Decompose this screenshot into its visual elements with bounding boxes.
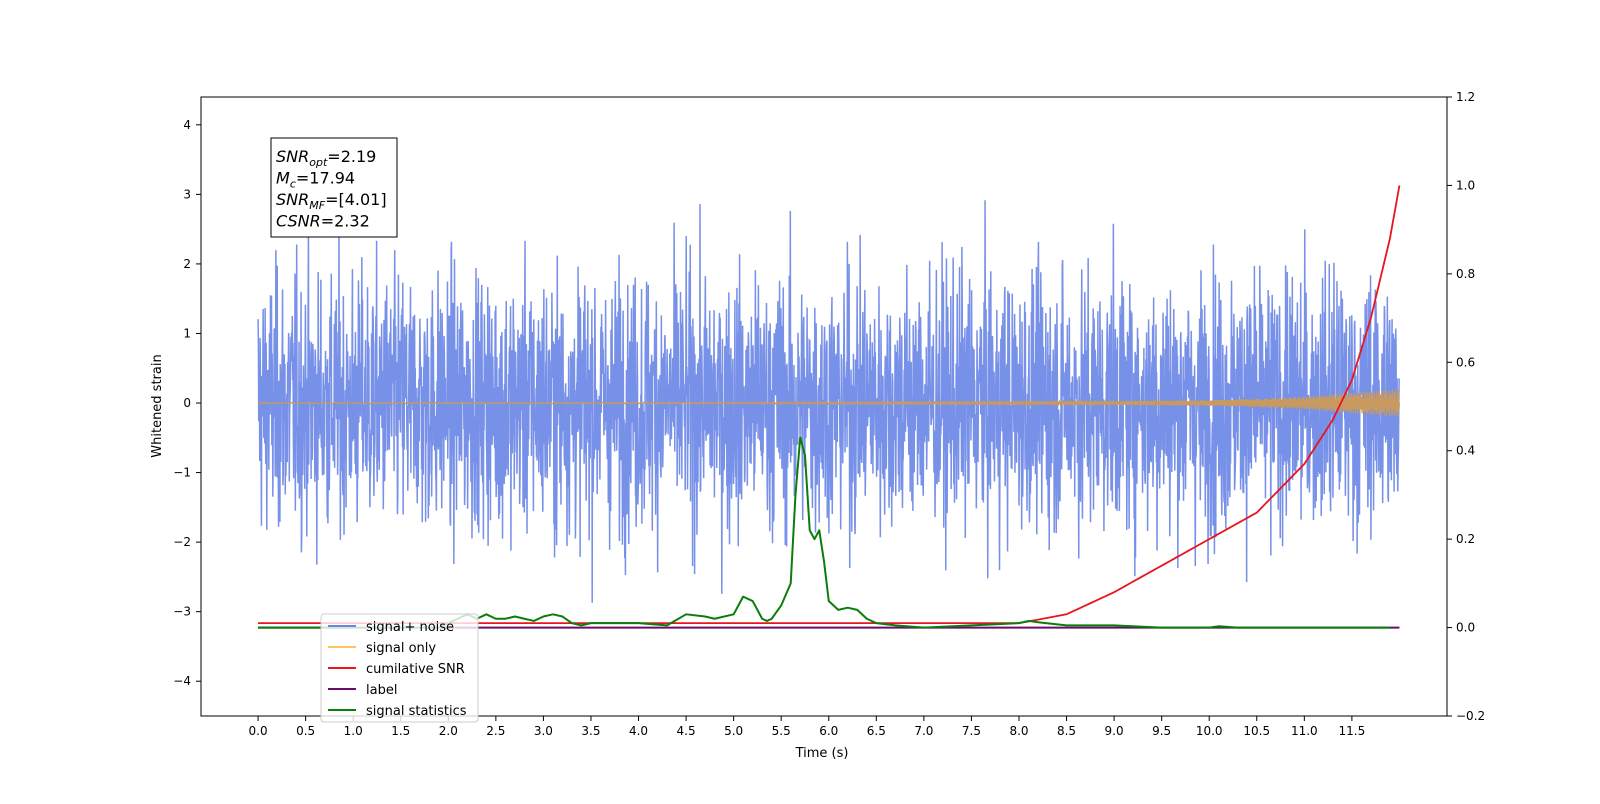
- x-tick-label: 11.0: [1291, 724, 1318, 738]
- y-tick-label: 3: [183, 187, 191, 201]
- y2-tick-label: 0.6: [1456, 355, 1475, 369]
- y-tick-label: −3: [173, 605, 191, 619]
- annotation-line: CSNR=2.32: [276, 212, 370, 231]
- x-tick-label: 10.0: [1196, 724, 1223, 738]
- series-cumulative-snr: [258, 185, 1401, 625]
- x-tick-label: 6.0: [819, 724, 838, 738]
- signal-statistics-line: [258, 436, 1390, 629]
- legend-label: signal only: [366, 641, 436, 656]
- x-axis-label: Time (s): [795, 746, 849, 761]
- x-tick-label: 2.0: [439, 724, 458, 738]
- y2-tick-label: −0.2: [1456, 709, 1485, 723]
- legend-label: signal+ noise: [366, 620, 454, 635]
- x-tick-label: 7.0: [914, 724, 933, 738]
- y2-tick-label: 1.0: [1456, 178, 1475, 192]
- x-tick-label: 9.0: [1105, 724, 1124, 738]
- y-tick-label: −1: [173, 466, 191, 480]
- x-tick-label: 4.0: [629, 724, 648, 738]
- x-tick-label: 5.5: [772, 724, 791, 738]
- x-tick-label: 2.5: [486, 724, 505, 738]
- signal-noise-line: [257, 200, 1400, 603]
- y-tick-label: 1: [183, 326, 191, 340]
- legend-label: cumilative SNR: [366, 662, 465, 677]
- x-axis: 0.0 0.5 1.0 1.5 2.0 2.5 3.0 3.5 4.0 4.5 5.0 5.5 6.0 6…: [249, 716, 1366, 738]
- y-axis-left: 4 3 2 1 0 −1 −2 −3 −4: [173, 118, 201, 688]
- y2-tick-label: 0.0: [1456, 621, 1475, 635]
- y2-tick-label: 0.2: [1456, 532, 1475, 546]
- x-tick-label: 6.5: [867, 724, 886, 738]
- y-tick-label: 0: [183, 396, 191, 410]
- plot-frame: [200, 96, 1448, 717]
- series-signal-statistics: [258, 436, 1390, 629]
- y-tick-label: −4: [173, 674, 191, 688]
- y-tick-label: −2: [173, 535, 191, 549]
- y-tick-label: 4: [183, 118, 191, 132]
- series-signal-only: [257, 389, 1401, 417]
- x-tick-label: 1.5: [391, 724, 410, 738]
- x-tick-label: 1.0: [344, 724, 363, 738]
- x-tick-label: 0.0: [249, 724, 268, 738]
- x-tick-label: 8.0: [1009, 724, 1028, 738]
- y-axis-label: Whitened strain: [150, 354, 165, 457]
- y2-tick-label: 0.4: [1456, 444, 1475, 458]
- legend-label: signal statistics: [366, 704, 467, 719]
- annotation-line: Mc=17.94: [276, 169, 355, 191]
- annotation-line: SNRopt=2.19: [276, 147, 376, 169]
- x-tick-label: 7.5: [962, 724, 981, 738]
- legend: signal+ noise signal only cumilative SNR la…: [320, 613, 479, 723]
- x-tick-label: 3.0: [534, 724, 553, 738]
- series-signal-noise: [257, 200, 1400, 603]
- y2-tick-label: 1.2: [1456, 90, 1475, 104]
- annotation-line: SNRMF=[4.01]: [276, 190, 387, 212]
- x-tick-label: 0.5: [296, 724, 315, 738]
- legend-label: label: [366, 683, 397, 698]
- signal-only-line: [257, 389, 1401, 417]
- y-tick-label: 2: [183, 257, 191, 271]
- x-tick-label: 10.5: [1243, 724, 1270, 738]
- x-tick-label: 11.5: [1339, 724, 1366, 738]
- legend-box: [320, 613, 479, 723]
- x-tick-label: 9.5: [1152, 724, 1171, 738]
- x-tick-label: 8.5: [1057, 724, 1076, 738]
- annotation-box: [270, 137, 398, 238]
- x-tick-label: 3.5: [581, 724, 600, 738]
- x-tick-label: 4.5: [677, 724, 696, 738]
- cumulative-snr-line: [258, 185, 1401, 625]
- y2-tick-label: 0.8: [1456, 267, 1475, 281]
- x-tick-label: 5.0: [724, 724, 743, 738]
- y-axis-right: 1.2 1.0 0.8 0.6 0.4 0.2 0.0 −0.2: [1447, 90, 1485, 723]
